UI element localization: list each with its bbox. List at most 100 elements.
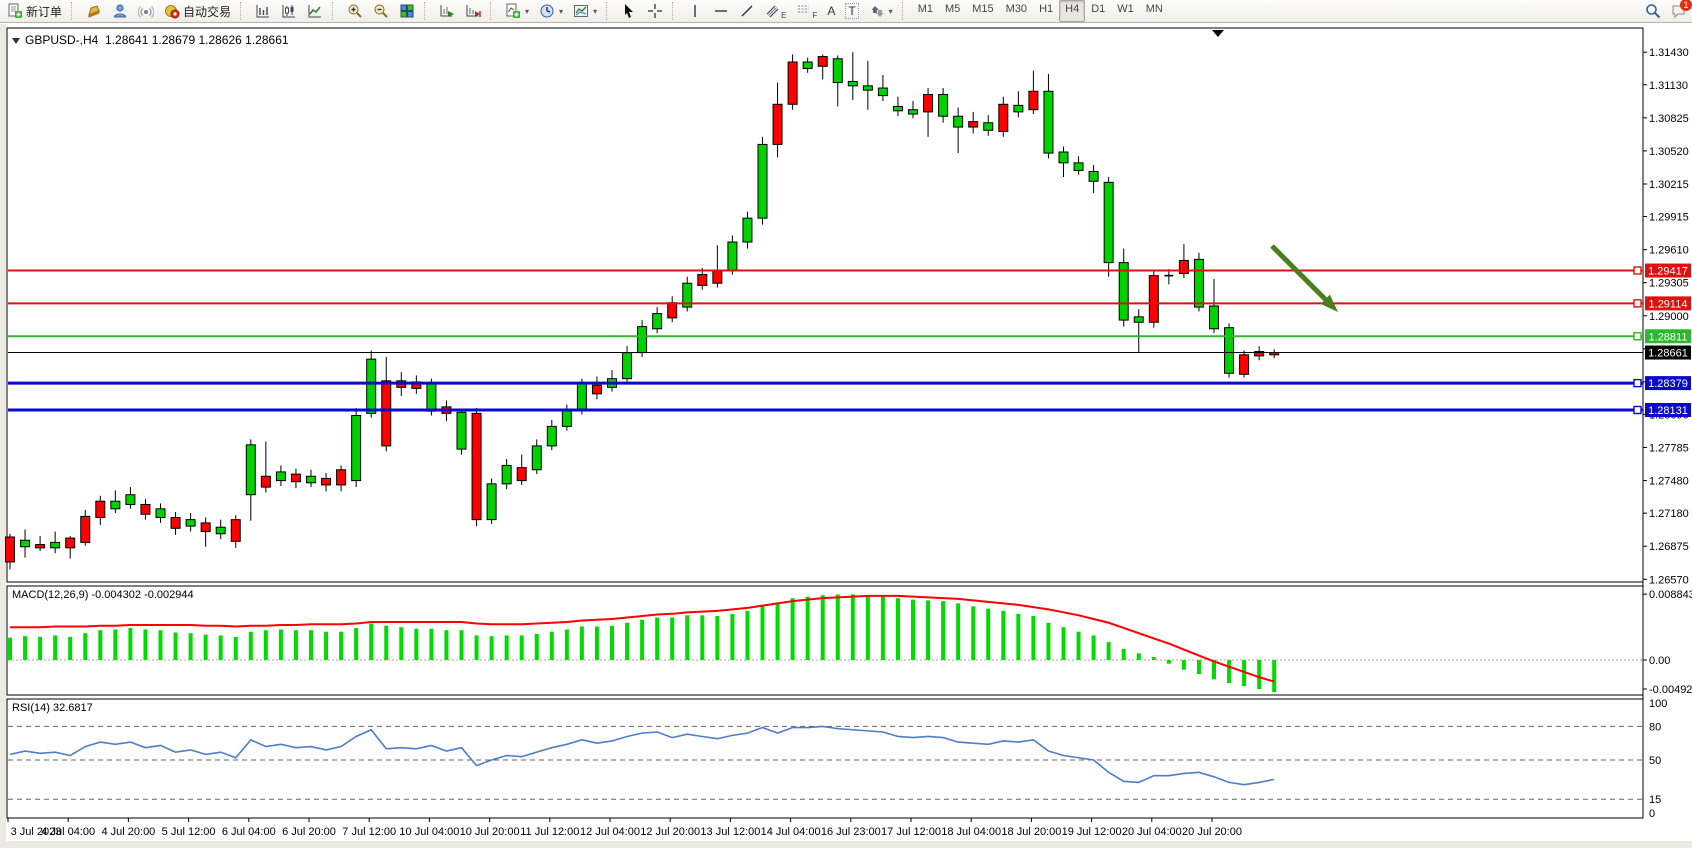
tile-windows-button[interactable] bbox=[394, 0, 420, 22]
svg-text:3 Jul 2023: 3 Jul 2023 bbox=[11, 826, 62, 838]
svg-text:0.008843: 0.008843 bbox=[1649, 589, 1692, 601]
svg-text:1.30520: 1.30520 bbox=[1649, 146, 1689, 158]
cursor-tool-button[interactable] bbox=[616, 0, 642, 22]
auto-scroll-button[interactable] bbox=[434, 0, 460, 22]
dropdown-caret-icon[interactable]: ▾ bbox=[525, 6, 530, 16]
timeframe-button-H1[interactable]: H1 bbox=[1039, 3, 1054, 15]
trendline-tool-button[interactable] bbox=[734, 0, 760, 22]
market-watch-button[interactable] bbox=[81, 0, 107, 22]
templates-dropdown-button[interactable]: ▾ bbox=[568, 0, 602, 22]
svg-text:1.29305: 1.29305 bbox=[1649, 278, 1689, 290]
price-tag-1.28811: 1.28811 bbox=[1645, 329, 1691, 344]
dropdown-caret-icon[interactable]: ▾ bbox=[559, 6, 564, 16]
svg-text:100: 100 bbox=[1649, 698, 1667, 710]
bar-chart-mode-button[interactable] bbox=[250, 0, 276, 22]
channel-tool-button[interactable]: E bbox=[760, 0, 791, 22]
svg-text:14 Jul 04:00: 14 Jul 04:00 bbox=[761, 826, 821, 838]
search-button[interactable] bbox=[1640, 0, 1666, 22]
periods-dropdown-icon bbox=[539, 3, 555, 19]
svg-text:1.29000: 1.29000 bbox=[1649, 311, 1689, 323]
autotrading-icon bbox=[164, 3, 180, 19]
vertical-line-tool-button[interactable] bbox=[682, 0, 708, 22]
new-order-button[interactable]: 新订单 bbox=[2, 0, 67, 22]
price-axis[interactable]: 1.31430 1.31130 1.30825 1.30520 1.30215 1.299… bbox=[1633, 47, 1691, 586]
price-tag-1.28131: 1.28131 bbox=[1645, 403, 1691, 418]
svg-text:80: 80 bbox=[1649, 721, 1661, 733]
price-tag-1.29114: 1.29114 bbox=[1645, 296, 1691, 311]
chart-shift-marker[interactable] bbox=[1212, 30, 1224, 37]
svg-text:16 Jul 23:00: 16 Jul 23:00 bbox=[821, 826, 881, 838]
chart-collapse-icon[interactable] bbox=[12, 37, 20, 44]
timeframe-button-W1[interactable]: W1 bbox=[1117, 3, 1134, 15]
svg-text:7 Jul 12:00: 7 Jul 12:00 bbox=[342, 826, 396, 838]
candlestick-mode-button[interactable] bbox=[276, 0, 302, 22]
channel-tool-icon bbox=[765, 3, 781, 19]
toolbar-separator bbox=[606, 2, 613, 20]
toolbar-separator bbox=[672, 2, 679, 20]
timeframe-button-M1[interactable]: M1 bbox=[917, 3, 933, 15]
periods-dropdown-button[interactable]: ▾ bbox=[534, 0, 568, 22]
signals-button[interactable] bbox=[133, 0, 159, 22]
svg-text:1.29915: 1.29915 bbox=[1649, 212, 1689, 224]
autotrading-button[interactable]: 自动交易 bbox=[159, 0, 236, 22]
timeframe-button-D1[interactable]: D1 bbox=[1091, 3, 1106, 15]
arrow-objects-dropdown-button[interactable]: ▾ bbox=[864, 0, 898, 22]
line-chart-mode-button[interactable] bbox=[302, 0, 328, 22]
text-tool-button[interactable]: A bbox=[822, 0, 840, 22]
price-tag-1.28379: 1.28379 bbox=[1645, 376, 1691, 391]
horizontal-line-tool-button[interactable] bbox=[708, 0, 734, 22]
svg-text:1.31430: 1.31430 bbox=[1649, 47, 1689, 59]
text-tool-button-glyph: A bbox=[827, 4, 836, 18]
chart-shift-icon bbox=[465, 3, 481, 19]
dropdown-caret-icon[interactable]: ▾ bbox=[888, 6, 893, 16]
timeframe-button-M15[interactable]: M15 bbox=[972, 3, 994, 15]
horizontal-line-tool-icon bbox=[713, 3, 729, 19]
svg-text:4 Jul 04:00: 4 Jul 04:00 bbox=[41, 826, 95, 838]
zoom-out-icon bbox=[373, 3, 389, 19]
search-icon bbox=[1645, 3, 1661, 19]
svg-text:1.29610: 1.29610 bbox=[1649, 245, 1689, 257]
svg-text:20 Jul 20:00: 20 Jul 20:00 bbox=[1182, 826, 1242, 838]
auto-scroll-icon bbox=[439, 3, 455, 19]
timeframe-button-M5[interactable]: M5 bbox=[944, 3, 961, 15]
fibonacci-tool-button[interactable]: F bbox=[791, 0, 822, 22]
svg-text:1.28131: 1.28131 bbox=[1648, 405, 1688, 417]
chart-symbol-period: GBPUSD-,H4 bbox=[25, 33, 99, 47]
market-watch-icon bbox=[86, 3, 102, 19]
crosshair-tool-icon bbox=[647, 3, 663, 19]
line-chart-mode-icon bbox=[307, 3, 323, 19]
notifications-button[interactable]: 1 bbox=[1666, 0, 1692, 22]
navigator-button[interactable] bbox=[107, 0, 133, 22]
timeframe-button-M30[interactable]: M30 bbox=[1005, 3, 1028, 15]
svg-text:0: 0 bbox=[1649, 808, 1655, 820]
timeframe-button-MN[interactable]: MN bbox=[1145, 3, 1163, 15]
macd-indicator-label: MACD(12,26,9) -0.004302 -0.002944 bbox=[12, 589, 194, 601]
trendline-tool-icon bbox=[739, 3, 755, 19]
text-label-tool-button[interactable]: T bbox=[840, 0, 863, 22]
svg-text:1.26570: 1.26570 bbox=[1649, 574, 1689, 586]
indicators-dropdown-button[interactable]: ▾ bbox=[500, 0, 534, 22]
toolbar-separator bbox=[71, 2, 78, 20]
svg-text:18 Jul 20:00: 18 Jul 20:00 bbox=[1001, 826, 1061, 838]
svg-text:-0.004928: -0.004928 bbox=[1649, 684, 1692, 696]
svg-text:6 Jul 20:00: 6 Jul 20:00 bbox=[282, 826, 336, 838]
price-tag-1.28661: 1.28661 bbox=[1645, 345, 1691, 360]
dropdown-caret-icon[interactable]: ▾ bbox=[593, 6, 598, 16]
crosshair-tool-button[interactable] bbox=[642, 0, 668, 22]
notifications-icon: 1 bbox=[1671, 0, 1692, 19]
zoom-in-button[interactable] bbox=[342, 0, 368, 22]
zoom-out-button[interactable] bbox=[368, 0, 394, 22]
svg-text:1.30215: 1.30215 bbox=[1649, 179, 1689, 191]
chart-title-bar[interactable]: GBPUSD-,H4 1.28641 1.28679 1.28626 1.286… bbox=[12, 33, 289, 47]
svg-text:1.28661: 1.28661 bbox=[1648, 348, 1688, 360]
chart-ohlc-values: 1.28641 1.28679 1.28626 1.28661 bbox=[105, 33, 289, 47]
trend-arrow-annotation[interactable] bbox=[1270, 244, 1338, 312]
chart-shift-button[interactable] bbox=[460, 0, 486, 22]
timeframe-button-H4[interactable]: H4 bbox=[1059, 0, 1086, 22]
svg-text:1.27480: 1.27480 bbox=[1649, 476, 1689, 488]
svg-text:50: 50 bbox=[1649, 755, 1661, 767]
svg-text:4 Jul 20:00: 4 Jul 20:00 bbox=[101, 826, 155, 838]
